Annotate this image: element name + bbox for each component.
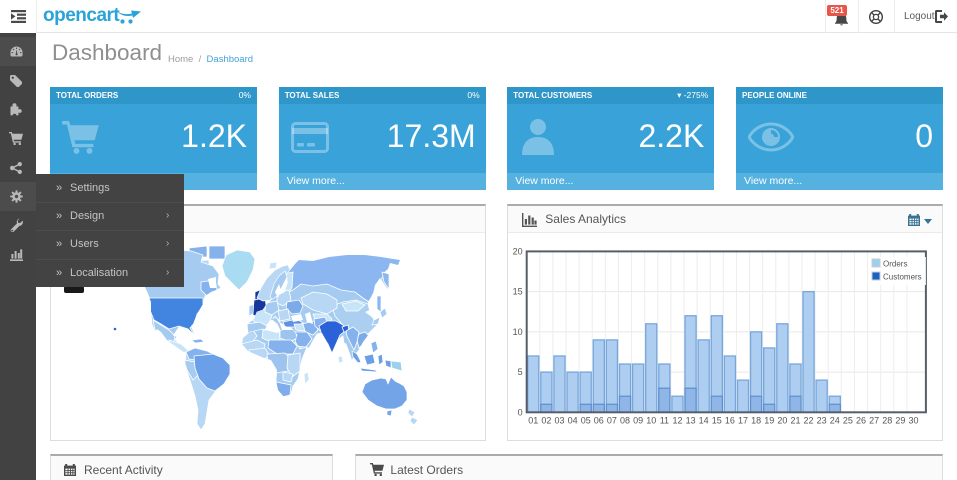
- svg-text:17: 17: [738, 415, 748, 425]
- svg-text:09: 09: [633, 415, 643, 425]
- svg-text:19: 19: [765, 415, 775, 425]
- svg-text:05: 05: [581, 415, 591, 425]
- svg-text:13: 13: [686, 415, 696, 425]
- svg-text:15: 15: [513, 287, 523, 297]
- svg-text:04: 04: [568, 415, 578, 425]
- svg-text:24: 24: [830, 415, 840, 425]
- svg-text:02: 02: [542, 415, 552, 425]
- svg-text:12: 12: [673, 415, 683, 425]
- svg-text:25: 25: [843, 415, 853, 425]
- svg-text:26: 26: [856, 415, 866, 425]
- svg-text:22: 22: [804, 415, 814, 425]
- svg-text:08: 08: [620, 415, 630, 425]
- svg-text:29: 29: [896, 415, 906, 425]
- svg-text:01: 01: [529, 415, 539, 425]
- svg-text:5: 5: [518, 367, 523, 377]
- svg-text:10: 10: [513, 327, 523, 337]
- svg-text:Customers: Customers: [883, 273, 922, 282]
- svg-text:03: 03: [555, 415, 565, 425]
- svg-text:30: 30: [909, 415, 919, 425]
- svg-text:16: 16: [725, 415, 735, 425]
- svg-text:28: 28: [883, 415, 893, 425]
- svg-text:07: 07: [607, 415, 617, 425]
- svg-text:23: 23: [817, 415, 827, 425]
- svg-text:14: 14: [699, 415, 709, 425]
- svg-text:06: 06: [594, 415, 604, 425]
- svg-text:20: 20: [778, 415, 788, 425]
- svg-text:27: 27: [869, 415, 879, 425]
- svg-text:10: 10: [647, 415, 657, 425]
- svg-text:Orders: Orders: [883, 260, 907, 269]
- svg-text:11: 11: [660, 415, 669, 425]
- svg-text:20: 20: [513, 246, 523, 256]
- svg-text:0: 0: [518, 407, 523, 417]
- svg-text:18: 18: [751, 415, 761, 425]
- svg-text:15: 15: [712, 415, 722, 425]
- svg-text:21: 21: [791, 415, 801, 425]
